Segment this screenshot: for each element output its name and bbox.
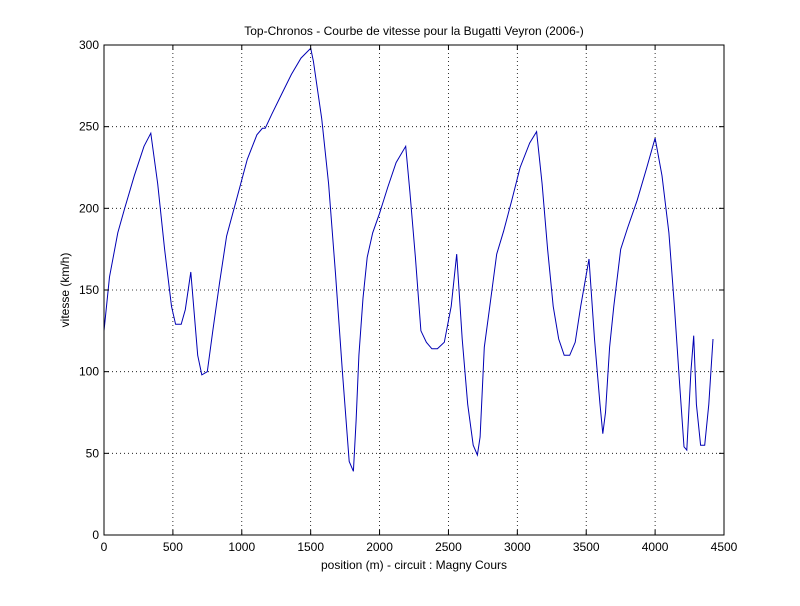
speed-series-line xyxy=(103,47,714,472)
axis-ticks: 0 500 1000 1500 2000 2500 3000 3500 4000 4500 0 50 1… xyxy=(79,38,738,554)
y-tick-label: 0 xyxy=(92,528,99,542)
x-tick-label: 4500 xyxy=(711,540,738,554)
series-layer xyxy=(103,47,714,472)
y-tick-label: 100 xyxy=(79,365,99,379)
x-tick-label: 3500 xyxy=(573,540,600,554)
grid-lines xyxy=(104,45,724,535)
y-axis-label: vitesse (km/h) xyxy=(58,253,72,328)
x-tick-label: 1500 xyxy=(297,540,324,554)
x-tick-label: 2500 xyxy=(435,540,462,554)
x-tick-label: 1000 xyxy=(228,540,255,554)
x-tick-label: 0 xyxy=(101,540,108,554)
x-axis-label: position (m) - circuit : Magny Cours xyxy=(321,558,507,572)
y-tick-label: 150 xyxy=(79,283,99,297)
x-tick-label: 2000 xyxy=(366,540,393,554)
x-tick-label: 4000 xyxy=(642,540,669,554)
chart-title: Top-Chronos - Courbe de vitesse pour la … xyxy=(244,24,584,38)
y-tick-label: 50 xyxy=(86,446,100,460)
y-tick-label: 250 xyxy=(79,120,99,134)
y-tick-label: 300 xyxy=(79,38,99,52)
x-tick-label: 3000 xyxy=(504,540,531,554)
x-tick-label: 500 xyxy=(163,540,183,554)
y-tick-label: 200 xyxy=(79,201,99,215)
